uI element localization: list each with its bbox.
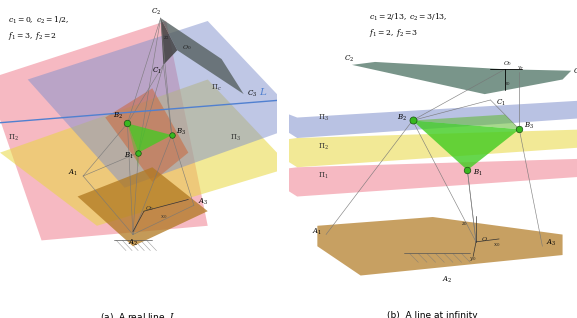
Text: $\Pi_2$: $\Pi_2$: [9, 133, 19, 143]
Text: $B_2$: $B_2$: [113, 111, 123, 121]
Polygon shape: [274, 129, 577, 167]
Text: $A_1$: $A_1$: [69, 168, 78, 178]
Polygon shape: [413, 114, 519, 129]
Text: $y_0$: $y_0$: [469, 255, 477, 263]
Text: $x_0$: $x_0$: [160, 213, 167, 221]
Polygon shape: [413, 121, 519, 170]
Text: $\Pi_3$: $\Pi_3$: [318, 113, 328, 123]
Text: $A_2$: $A_2$: [442, 275, 452, 285]
Point: [515, 127, 524, 132]
Polygon shape: [274, 158, 577, 197]
Polygon shape: [28, 21, 305, 188]
Text: (a)  A real line  $L$: (a) A real line $L$: [100, 311, 177, 318]
Text: $A_1$: $A_1$: [312, 226, 323, 237]
Text: $C$: $C$: [574, 66, 577, 75]
Text: $C_1$: $C_1$: [152, 66, 162, 76]
Text: $\Pi_3$: $\Pi_3$: [230, 133, 241, 143]
Point: [408, 118, 417, 123]
Text: $z_2$: $z_2$: [163, 35, 170, 43]
Polygon shape: [352, 62, 571, 94]
Text: $B_1$: $B_1$: [124, 150, 134, 161]
Text: $A_3$: $A_3$: [546, 238, 556, 248]
Text: $O_0$: $O_0$: [182, 43, 192, 52]
Text: $y_r$: $y_r$: [517, 64, 524, 72]
Text: $x_0$: $x_0$: [493, 241, 500, 249]
Point: [123, 121, 132, 126]
Polygon shape: [77, 167, 208, 246]
Text: $O_0$: $O_0$: [145, 204, 154, 213]
Text: $\Pi_2$: $\Pi_2$: [318, 142, 328, 152]
Point: [134, 150, 143, 155]
Text: $c_1=0,\ c_2=1/2,$
$f_1=3,\ f_2=2$: $c_1=0,\ c_2=1/2,$ $f_1=3,\ f_2=2$: [8, 15, 70, 42]
Point: [167, 133, 177, 138]
Text: $A_3$: $A_3$: [198, 197, 209, 207]
Text: $B_2$: $B_2$: [398, 113, 407, 123]
Text: $C_2$: $C_2$: [151, 7, 162, 17]
Polygon shape: [317, 217, 563, 275]
Text: $\Pi_1$: $\Pi_1$: [318, 171, 328, 181]
Polygon shape: [274, 100, 577, 138]
Text: $z_0$: $z_0$: [504, 80, 511, 88]
Text: $A_2$: $A_2$: [128, 238, 138, 248]
Text: $C_1$: $C_1$: [496, 98, 505, 108]
Polygon shape: [0, 21, 208, 240]
Polygon shape: [160, 18, 177, 65]
Polygon shape: [160, 18, 243, 94]
Text: $c_1=2/13,\ c_2=3/13,$
$f_1=2,\ f_2=3$: $c_1=2/13,\ c_2=3/13,$ $f_1=2,\ f_2=3$: [369, 12, 448, 39]
Polygon shape: [0, 80, 291, 226]
Point: [463, 168, 472, 173]
Text: $L$: $L$: [259, 86, 267, 97]
Text: $z_0$: $z_0$: [461, 220, 468, 228]
Text: $B_3$: $B_3$: [524, 121, 534, 131]
Text: $O_0$: $O_0$: [503, 59, 512, 68]
Polygon shape: [128, 123, 138, 167]
Text: $C_2$: $C_2$: [344, 54, 354, 64]
Polygon shape: [105, 88, 188, 182]
Text: $\Pi_c$: $\Pi_c$: [211, 83, 222, 93]
Text: $B_3$: $B_3$: [177, 127, 186, 137]
Text: $C_3$: $C_3$: [247, 89, 257, 99]
Text: $O$: $O$: [481, 235, 488, 243]
Polygon shape: [128, 123, 172, 153]
Text: $B_1$: $B_1$: [473, 168, 482, 178]
Text: (b)  A line at infinity: (b) A line at infinity: [387, 311, 478, 318]
